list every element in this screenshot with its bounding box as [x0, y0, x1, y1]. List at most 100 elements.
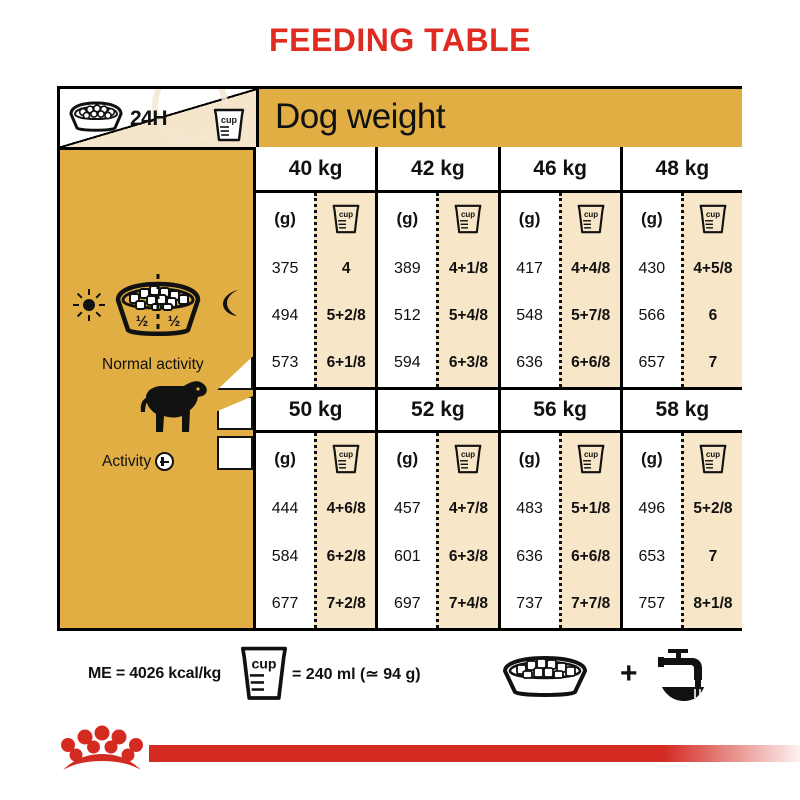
measuring-cup-icon: cup: [562, 433, 620, 485]
royal-canin-crown-logo: [59, 722, 145, 779]
measuring-cup-icon: cup: [439, 433, 497, 485]
normal-activity-label: Normal activity: [102, 356, 204, 373]
weight-header-cell: 58 kg: [655, 398, 710, 421]
weight-group: (g) 417 548 636 cup 4+4/8 5+7/8 6+6/8: [500, 193, 623, 387]
grams-value: 496: [638, 499, 666, 517]
grams-unit-header: (g): [396, 209, 419, 228]
grams-value: 636: [516, 354, 543, 372]
weight-block-1: 40 kg 42 kg 46 kg 48 kg (g) 375 494 573: [256, 147, 742, 387]
grams-value: 457: [393, 499, 421, 517]
cups-value: 7+2/8: [326, 595, 366, 613]
dog-weight-title: Dog weight: [275, 97, 446, 137]
cups-column: cup 5+2/8 7 8+1/8: [680, 433, 742, 628]
grams-column: (g) 457 601 697: [378, 433, 437, 628]
grams-unit-header: (g): [640, 449, 663, 468]
cups-value: 6+6/8: [571, 354, 611, 372]
cups-value: 6: [708, 306, 718, 324]
cups-value: 4+5/8: [693, 259, 733, 277]
cups-value: 6+3/8: [448, 354, 489, 372]
cups-value: 6+2/8: [326, 547, 366, 565]
weight-header-cell: 48 kg: [655, 156, 710, 180]
cups-value: 6+3/8: [448, 547, 489, 565]
grams-value: 444: [271, 499, 299, 517]
cups-value: 7: [708, 354, 718, 372]
feeding-data-grid: 40 kg 42 kg 46 kg 48 kg (g) 375 494 573: [256, 147, 742, 628]
cups-column: cup 4+5/8 6 7: [680, 193, 742, 387]
meal-split-row: ½ ½: [60, 272, 253, 348]
table-footer: ME = 4026 kcal/kg cup = 240 ml (≃ 94 g): [60, 628, 739, 717]
grams-unit-header: (g): [518, 449, 541, 468]
grams-column: (g) 375 494 573: [256, 193, 315, 387]
grams-unit-header: (g): [274, 449, 296, 468]
weight-group: (g) 483 636 737 cup 5+1/8 6+6/8 7+7/8: [500, 433, 623, 628]
svg-text:½: ½: [168, 313, 181, 330]
svg-text:cup: cup: [584, 450, 598, 459]
grams-value: 636: [516, 547, 543, 565]
grams-value: 417: [516, 259, 543, 277]
weight-header-cell: 52 kg: [378, 390, 501, 430]
page-title: FEEDING TABLE: [269, 22, 531, 58]
feeding-table-frame: 24H cup Dog weight: [32, 86, 742, 717]
table-corner-header: 24H cup: [60, 89, 256, 147]
brand-red-bar: [149, 745, 800, 762]
grams-value: 389: [393, 259, 421, 277]
cups-value: 6+6/8: [571, 547, 611, 565]
grams-column: (g) 496 653 757: [622, 433, 681, 628]
grams-unit-header: (g): [518, 209, 541, 228]
cups-column: cup 4+6/8 6+2/8 7+2/8: [314, 433, 376, 628]
svg-text:cup: cup: [339, 210, 353, 219]
dog-silhouette-icon: [132, 374, 214, 445]
cups-value: 8+1/8: [693, 595, 733, 613]
activity-wedge-low: [217, 356, 253, 390]
weight-group: (g) 430 566 657 cup 4+5/8 6 7: [622, 193, 742, 387]
grams-column: (g) 430 566 657: [622, 193, 681, 387]
weight-header-cell: 46 kg: [501, 147, 623, 190]
brand-footer: [57, 718, 800, 782]
grams-value: 757: [638, 595, 666, 613]
grams-value: 677: [271, 595, 299, 613]
measuring-cup-icon: cup: [684, 433, 742, 485]
activity-wedge-high: [217, 436, 253, 470]
grams-value: 375: [271, 259, 299, 277]
dog-bowl-icon: ½ ½: [112, 274, 204, 347]
weight-block-2: 50 kg 52 kg 56 kg 58 kg (g) 444 584 677: [256, 387, 742, 628]
grams-column: (g) 389 512 594: [378, 193, 437, 387]
weight-group: (g) 444 584 677 cup 4+6/8 6+2/8 7+2/8: [256, 433, 379, 628]
cups-value: 7: [708, 547, 718, 565]
weight-group: (g) 457 601 697 cup 4+7/8 6+3/8 7+4/8: [378, 433, 501, 628]
cups-value: 4+7/8: [448, 499, 489, 517]
cups-value: 7+7/8: [571, 595, 611, 613]
metabolisable-energy-text: ME = 4026 kcal/kg: [88, 665, 222, 682]
measuring-cup-icon: cup: [684, 193, 742, 245]
cups-value: 5+2/8: [326, 306, 366, 324]
weight-header-cell: 40 kg: [256, 147, 379, 190]
cups-column: cup 5+1/8 6+6/8 7+7/8: [558, 433, 620, 628]
grams-column: (g) 483 636 737: [500, 433, 559, 628]
activity-legend: DOG ACTIVITY Normal activity Activity: [32, 335, 253, 476]
activity-plus-row: Activity: [102, 452, 175, 471]
cups-value: 4: [341, 259, 351, 277]
plus-icon: [155, 452, 175, 471]
measuring-cup-icon: cup: [240, 645, 288, 708]
svg-text:cup: cup: [706, 450, 720, 459]
weight-header-cell: 56 kg: [501, 390, 623, 430]
cups-value: 7+4/8: [448, 595, 489, 613]
grams-value: 494: [271, 306, 299, 324]
grams-column: (g) 417 548 636: [500, 193, 559, 387]
weight-group: (g) 496 653 757 cup 5+2/8 7 8+1/8: [622, 433, 742, 628]
grams-value: 601: [393, 547, 421, 565]
svg-text:cup: cup: [221, 115, 238, 125]
grams-unit-header: (g): [274, 209, 296, 228]
grams-value: 697: [393, 595, 421, 613]
measuring-cup-icon: cup: [212, 107, 246, 147]
cups-column: cup 4+4/8 5+7/8 6+6/8: [558, 193, 620, 387]
daily-ration-header: 24H: [68, 99, 168, 138]
data-area: (g) 444 584 677 cup 4+6/8 6+2/8 7+2/8: [256, 433, 742, 628]
cups-value: 6+1/8: [326, 354, 366, 372]
svg-text:cup: cup: [251, 655, 276, 671]
grams-value: 483: [516, 499, 543, 517]
sun-icon: [72, 288, 106, 327]
weight-group: (g) 389 512 594 cup 4+1/8 5+4/8 6+3/8: [378, 193, 501, 387]
activity-level-wedges: [217, 356, 257, 476]
grams-value: 584: [271, 547, 299, 565]
